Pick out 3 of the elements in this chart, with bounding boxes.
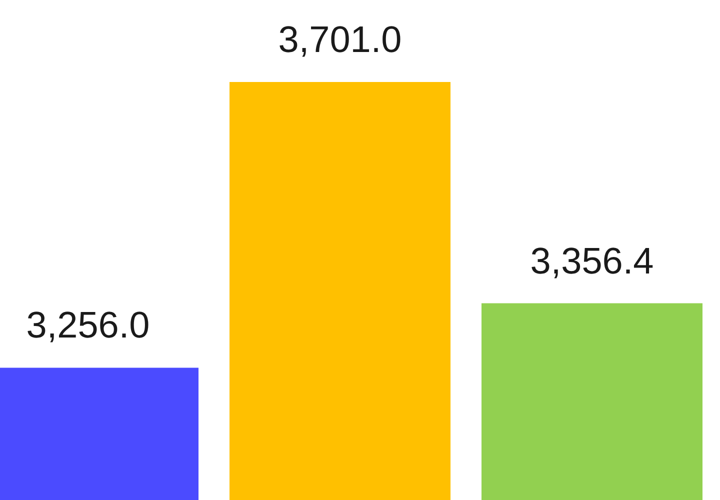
data-label: 3,701.0	[278, 19, 402, 60]
data-label: 3,356.4	[530, 240, 654, 282]
data-label: 3,256.0	[26, 304, 150, 346]
